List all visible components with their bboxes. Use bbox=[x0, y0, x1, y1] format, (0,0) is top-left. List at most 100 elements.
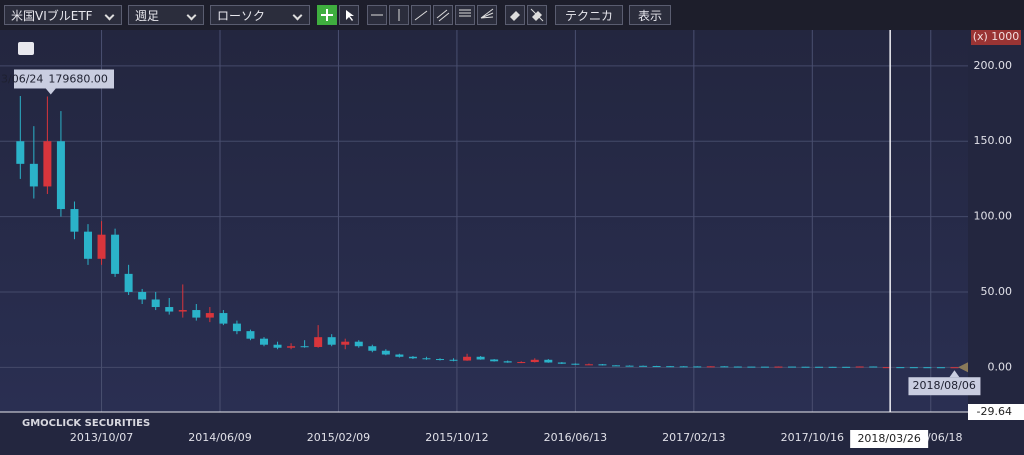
last-box bbox=[908, 377, 981, 396]
candle-body bbox=[246, 331, 255, 339]
y-tick-label: 100.00 bbox=[974, 210, 1013, 223]
icon bbox=[371, 14, 383, 16]
candle-body bbox=[476, 356, 485, 360]
candle-body bbox=[43, 141, 52, 187]
last-date: 2018/08/06 bbox=[912, 379, 975, 392]
candle-body bbox=[639, 365, 648, 367]
candle-body bbox=[341, 341, 350, 345]
candle-body bbox=[517, 362, 526, 364]
icon bbox=[436, 9, 450, 22]
technical-button[interactable]: テクニカル bbox=[555, 5, 623, 43]
x-tick-label: 2017/02/13 bbox=[662, 431, 725, 444]
candle-body bbox=[124, 273, 133, 292]
vline-button[interactable] bbox=[389, 5, 409, 25]
candle-body bbox=[571, 363, 580, 365]
candle-body bbox=[178, 310, 187, 312]
candle-body bbox=[463, 356, 472, 361]
candle-body bbox=[287, 346, 296, 348]
candle-body bbox=[530, 359, 539, 363]
y-tick-label: 0.00 bbox=[988, 360, 1013, 373]
candle-body bbox=[422, 358, 431, 360]
icon bbox=[480, 8, 494, 19]
candle-body bbox=[70, 209, 79, 232]
icon bbox=[398, 9, 400, 21]
icon bbox=[414, 10, 428, 21]
candle-body bbox=[557, 362, 566, 364]
candle-body bbox=[693, 366, 702, 368]
candle-body bbox=[503, 361, 512, 363]
crosshair-box bbox=[850, 430, 929, 448]
candle-body bbox=[354, 341, 363, 347]
candle-body bbox=[760, 366, 769, 368]
last-marker bbox=[949, 370, 960, 378]
trend-button[interactable] bbox=[411, 5, 431, 25]
fibo-button[interactable] bbox=[455, 5, 475, 25]
candle-body bbox=[314, 337, 323, 347]
candle-body bbox=[923, 367, 932, 369]
hline-button[interactable] bbox=[367, 5, 387, 25]
candle-body bbox=[733, 366, 742, 368]
candle-body bbox=[300, 346, 309, 348]
candle-body bbox=[625, 365, 634, 367]
candle-body bbox=[205, 313, 214, 318]
candle-body bbox=[815, 366, 824, 368]
candle-body bbox=[232, 323, 241, 332]
symbol-select[interactable]: 米国VIブルETF bbox=[4, 5, 122, 25]
ymin-box bbox=[968, 404, 1024, 420]
period-select[interactable]: 週足 bbox=[128, 5, 204, 25]
candle-body bbox=[273, 344, 282, 348]
candle-body bbox=[720, 366, 729, 368]
tooltip-date: 2013/06/24 bbox=[0, 72, 43, 85]
candle-body bbox=[165, 307, 174, 312]
candle-body bbox=[666, 366, 675, 368]
display-button[interactable]: 表示 bbox=[629, 5, 671, 25]
style-select[interactable]: ローソク bbox=[210, 5, 310, 25]
toolbar: 米国VIブルETF 週足 ローソク テクニカル 表示 bbox=[0, 0, 1024, 43]
fan-button[interactable] bbox=[477, 5, 497, 25]
candle-body bbox=[774, 366, 783, 368]
y-tick-label: 50.00 bbox=[981, 285, 1013, 298]
candle-body bbox=[260, 338, 268, 345]
candle-body bbox=[855, 366, 864, 368]
candle-body bbox=[882, 367, 891, 369]
candle-body bbox=[679, 366, 688, 368]
candle-body bbox=[111, 234, 120, 274]
candle-body bbox=[909, 367, 918, 369]
candle-body bbox=[490, 359, 499, 362]
x-tick-label: 2013/10/07 bbox=[70, 431, 133, 444]
candle-body bbox=[598, 364, 607, 366]
candle-body bbox=[612, 365, 620, 367]
comment-icon[interactable] bbox=[18, 42, 34, 55]
x-axis-bg bbox=[0, 412, 968, 455]
candle-body bbox=[395, 354, 404, 357]
candle-body bbox=[801, 366, 810, 368]
erase-all-button[interactable] bbox=[527, 5, 547, 25]
candle-body bbox=[138, 291, 147, 300]
add-button[interactable] bbox=[317, 5, 337, 25]
tooltip-text: 2013/06/24 179680.00 bbox=[0, 72, 108, 85]
icon bbox=[346, 10, 354, 21]
pointer-button[interactable] bbox=[339, 5, 359, 25]
candle-body bbox=[84, 231, 92, 259]
candle-body bbox=[544, 359, 553, 363]
erase-button[interactable] bbox=[505, 5, 525, 25]
candle-body bbox=[936, 367, 945, 369]
icon bbox=[510, 11, 520, 21]
y-tick-label: 150.00 bbox=[974, 134, 1013, 147]
candle-body bbox=[97, 234, 106, 259]
unit-label: (x) 1000 bbox=[973, 30, 1020, 43]
icon bbox=[321, 9, 333, 21]
icon bbox=[459, 9, 471, 17]
x-tick-label: 2015/02/09 bbox=[307, 431, 370, 444]
chart: (x) 1000 GMOCLICK SECURITIES 0.00 50.00 10… bbox=[0, 30, 1024, 455]
candle-body bbox=[56, 141, 65, 210]
channel-button[interactable] bbox=[433, 5, 453, 25]
candle-body bbox=[842, 366, 851, 368]
x-tick-label: 2014/06/09 bbox=[188, 431, 251, 444]
plot-bg bbox=[0, 30, 968, 412]
tooltip-value: 179680.00 bbox=[48, 72, 108, 85]
candle-body bbox=[436, 359, 444, 361]
candle-body bbox=[896, 367, 905, 369]
tooltip-pointer bbox=[45, 88, 56, 95]
